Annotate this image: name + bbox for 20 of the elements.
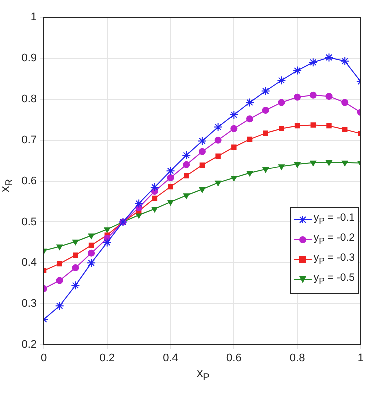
legend-label: y$_{P}$ = -0.1 bbox=[314, 211, 355, 228]
y-tick-label: 0.4 bbox=[22, 257, 37, 270]
x-tick-label: 0 bbox=[40, 352, 48, 365]
x-tick-label: 0.4 bbox=[163, 352, 178, 365]
y-tick-label: 1 bbox=[30, 12, 37, 24]
x-axis-title: x$_{P}$ bbox=[196, 366, 211, 383]
x-tick-label: 0.2 bbox=[100, 352, 116, 365]
legend-label: y$_{P}$ = -0.3 bbox=[314, 251, 355, 268]
y-tick-label: 0.6 bbox=[22, 175, 37, 188]
x-tick-label: 0.8 bbox=[290, 352, 306, 365]
y-tick-label: 0.9 bbox=[22, 52, 37, 65]
y-tick-label: 0.2 bbox=[22, 339, 37, 352]
legend-label: y$_{P}$ = -0.5 bbox=[314, 271, 355, 289]
y-tick-label: 0.3 bbox=[22, 298, 37, 310]
y-tick-label: 0.5 bbox=[22, 216, 37, 228]
legend-label: y$_{P}$ = -0.2 bbox=[314, 231, 355, 248]
y-tick-label: 0.8 bbox=[22, 93, 37, 106]
x-tick-label: 0.6 bbox=[226, 352, 242, 365]
x-tick-label: 1 bbox=[358, 352, 364, 365]
y-tick-label: 0.7 bbox=[22, 134, 37, 146]
